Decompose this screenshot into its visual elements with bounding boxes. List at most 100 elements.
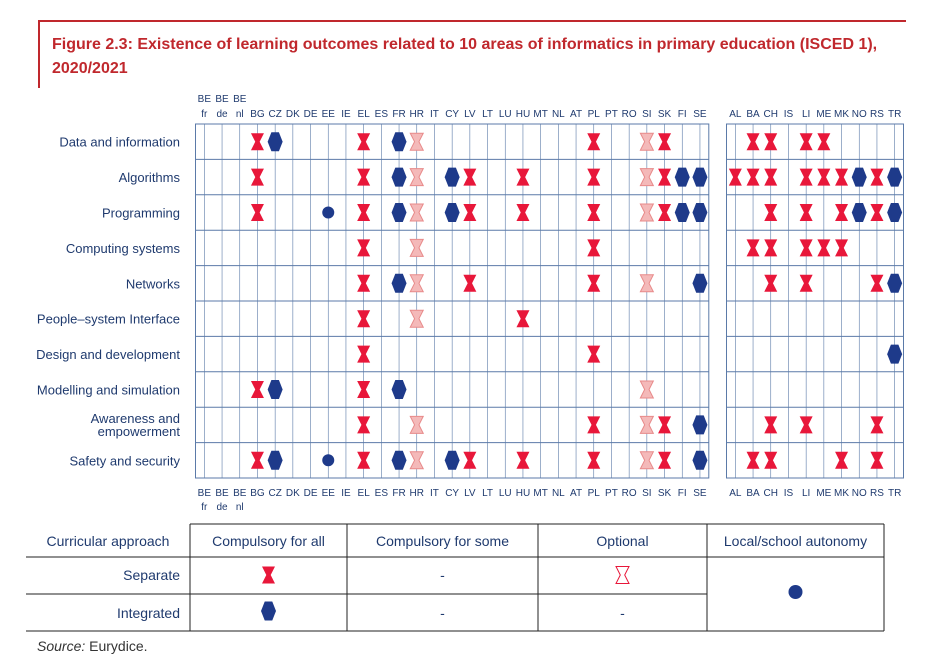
mark-integrated: [391, 203, 407, 222]
col-label-bottom: ES: [375, 488, 389, 499]
col-label-bottom: ME: [816, 488, 831, 499]
col-label-bottom: LI: [802, 488, 810, 499]
legend: Curricular approach Compulsory for all Com…: [26, 523, 885, 632]
source-note: Source: Eurydice.: [37, 638, 148, 654]
legend-row-integrated: Integrated: [117, 605, 180, 621]
legend-header: Compulsory for some: [376, 533, 509, 549]
col-label-bottom: TR: [888, 488, 901, 499]
col-label-bottom: HR: [410, 488, 424, 499]
mark-separate-optional: [639, 203, 655, 222]
col-label-bottom: DK: [286, 488, 300, 499]
mark-separate-compulsory: [250, 133, 264, 151]
mark-integrated: [692, 415, 708, 435]
mark-separate-compulsory: [764, 274, 778, 292]
mark-separate-compulsory: [817, 168, 831, 186]
col-label-top-sub: nl: [236, 109, 244, 120]
col-label-top: PT: [605, 109, 618, 120]
col-label-bottom: NL: [552, 488, 565, 499]
col-label-top: NL: [552, 109, 565, 120]
mark-separate-compulsory: [463, 274, 477, 292]
mark-separate-optional: [409, 309, 425, 328]
col-label-top: ME: [816, 109, 831, 120]
legend-symbol-autonomy: [788, 585, 803, 599]
mark-integrated: [692, 167, 708, 187]
mark-separate-compulsory: [463, 168, 477, 186]
mark-separate-compulsory: [250, 204, 264, 221]
col-label-top: DK: [286, 109, 300, 120]
col-label-bottom: EL: [358, 488, 371, 499]
col-label-top-sub: fr: [201, 109, 208, 120]
row-label: Modelling and simulation: [37, 383, 180, 398]
mark-separate-compulsory: [463, 451, 477, 469]
col-label-bottom: LT: [482, 488, 493, 499]
mark-autonomy: [322, 454, 335, 467]
col-label-bottom: SK: [658, 488, 672, 499]
mark-separate-compulsory: [870, 204, 884, 221]
mark-separate-compulsory: [658, 416, 672, 434]
col-label-bottom: BA: [746, 488, 760, 499]
mark-separate-compulsory: [587, 204, 601, 221]
mark-integrated: [851, 203, 867, 222]
col-label-bottom: DE: [304, 488, 318, 499]
mark-separate-optional: [639, 380, 655, 399]
mark-separate-compulsory: [870, 416, 884, 434]
col-label-bottom: FR: [392, 488, 405, 499]
mark-separate-compulsory: [870, 168, 884, 186]
mark-separate-compulsory: [357, 345, 371, 363]
col-label-top: CH: [764, 109, 778, 120]
col-label-bottom: FI: [678, 488, 687, 499]
mark-integrated: [391, 132, 407, 152]
col-label-bottom: IE: [341, 488, 351, 499]
col-label-top: NO: [852, 109, 867, 120]
figure-title-frame: Figure 2.3: Existence of learning outcom…: [38, 20, 906, 88]
legend-row-separate: Separate: [123, 567, 180, 583]
col-label-bottom: RO: [622, 488, 637, 499]
legend-symbol-integrated: [261, 601, 276, 621]
mark-integrated: [267, 132, 283, 152]
mark-separate-compulsory: [587, 451, 601, 469]
mark-integrated: [391, 167, 407, 187]
mark-separate-optional: [639, 451, 655, 470]
mark-separate-optional: [639, 168, 655, 187]
col-label-top: AL: [729, 109, 742, 120]
mark-separate-compulsory: [835, 204, 849, 221]
legend-approach-label: Curricular approach: [47, 533, 170, 549]
mark-separate-compulsory: [658, 133, 672, 151]
col-label-top: PL: [588, 109, 601, 120]
col-label-bottom: SI: [642, 488, 651, 499]
mark-separate-compulsory: [799, 274, 813, 292]
mark-separate-optional: [409, 415, 425, 434]
col-label-top: CZ: [268, 109, 281, 120]
row-label: Networks: [126, 276, 181, 291]
mark-separate-compulsory: [764, 239, 778, 257]
mark-separate-compulsory: [463, 204, 477, 221]
col-label-top: SI: [642, 109, 651, 120]
mark-separate-compulsory: [817, 133, 831, 151]
mark-separate-compulsory: [357, 381, 371, 398]
mark-separate-compulsory: [870, 451, 884, 469]
mark-separate-compulsory: [746, 168, 760, 186]
col-label-bottom: HU: [516, 488, 530, 499]
col-label-top: BA: [746, 109, 760, 120]
mark-integrated: [391, 380, 407, 399]
col-label-top: IS: [784, 109, 794, 120]
col-label-bottom: MT: [533, 488, 547, 499]
mark-separate-compulsory: [799, 416, 813, 434]
col-label-top: RS: [870, 109, 884, 120]
mark-integrated: [692, 273, 708, 293]
col-label-top: FI: [678, 109, 687, 120]
col-label-top: HR: [410, 109, 424, 120]
mark-separate-compulsory: [746, 451, 760, 469]
col-label-top: ES: [375, 109, 389, 120]
mark-integrated: [391, 450, 407, 470]
col-label-bottom-sub: fr: [201, 502, 208, 513]
legend-dash: -: [440, 567, 445, 583]
mark-separate-optional: [639, 274, 655, 293]
col-label-top: HU: [516, 109, 530, 120]
mark-separate-compulsory: [250, 168, 264, 186]
legend-header: Optional: [596, 533, 648, 549]
mark-separate-optional: [409, 168, 425, 187]
mark-separate-compulsory: [764, 133, 778, 151]
col-label-bottom: IT: [430, 488, 439, 499]
mark-separate-compulsory: [516, 204, 530, 221]
